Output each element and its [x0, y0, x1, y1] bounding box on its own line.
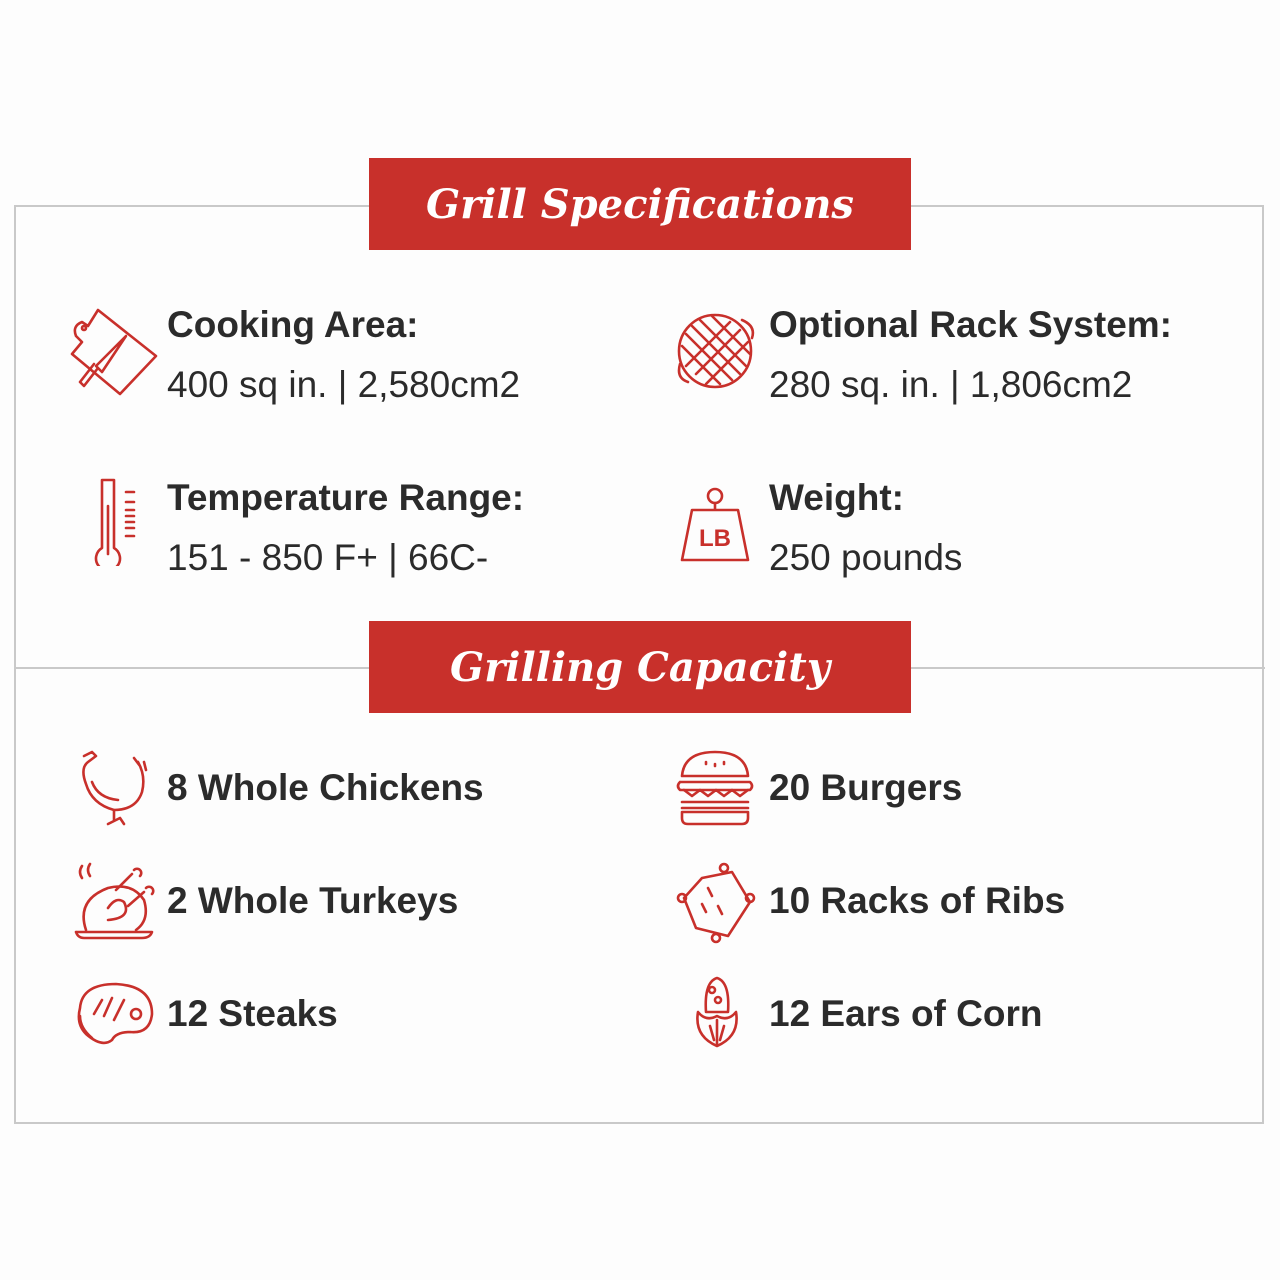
roast-turkey-icon	[72, 860, 162, 950]
rack-system-value: 280 sq. in. | 1,806cm2	[769, 364, 1133, 405]
cutting-board-knife-icon	[68, 306, 158, 396]
thermometer-icon	[70, 476, 160, 572]
specs-title: Grill Specifications	[426, 180, 854, 228]
capacity-banner: Grilling Capacity	[369, 621, 911, 713]
weight-label: Weight:	[769, 477, 904, 518]
chicken-icon	[74, 748, 164, 838]
capacity-title: Grilling Capacity	[450, 643, 830, 691]
corn-icon	[672, 972, 762, 1062]
weight-icon: LB	[670, 484, 760, 574]
temperature-label: Temperature Range:	[167, 477, 525, 518]
ribs-label: 10 Racks of Ribs	[769, 880, 1066, 921]
ribs-icon	[672, 858, 762, 948]
weight-value: 250 pounds	[769, 537, 963, 578]
cooking-area-value: 400 sq in. | 2,580cm2	[167, 364, 521, 405]
burgers-label: 20 Burgers	[769, 767, 963, 808]
chickens-label: 8 Whole Chickens	[167, 767, 484, 808]
steaks-label: 12 Steaks	[167, 993, 338, 1034]
grill-grate-icon	[670, 306, 760, 396]
temperature-value: 151 - 850 F+ | 66C-	[167, 537, 489, 578]
burger-icon	[670, 746, 760, 836]
steak-icon	[72, 972, 162, 1062]
rack-system-label: Optional Rack System:	[769, 304, 1173, 345]
svg-text:LB: LB	[699, 525, 731, 552]
specs-banner: Grill Specifications	[369, 158, 911, 250]
cooking-area-label: Cooking Area:	[167, 304, 419, 345]
turkeys-label: 2 Whole Turkeys	[167, 880, 459, 921]
corn-label: 12 Ears of Corn	[769, 993, 1043, 1034]
